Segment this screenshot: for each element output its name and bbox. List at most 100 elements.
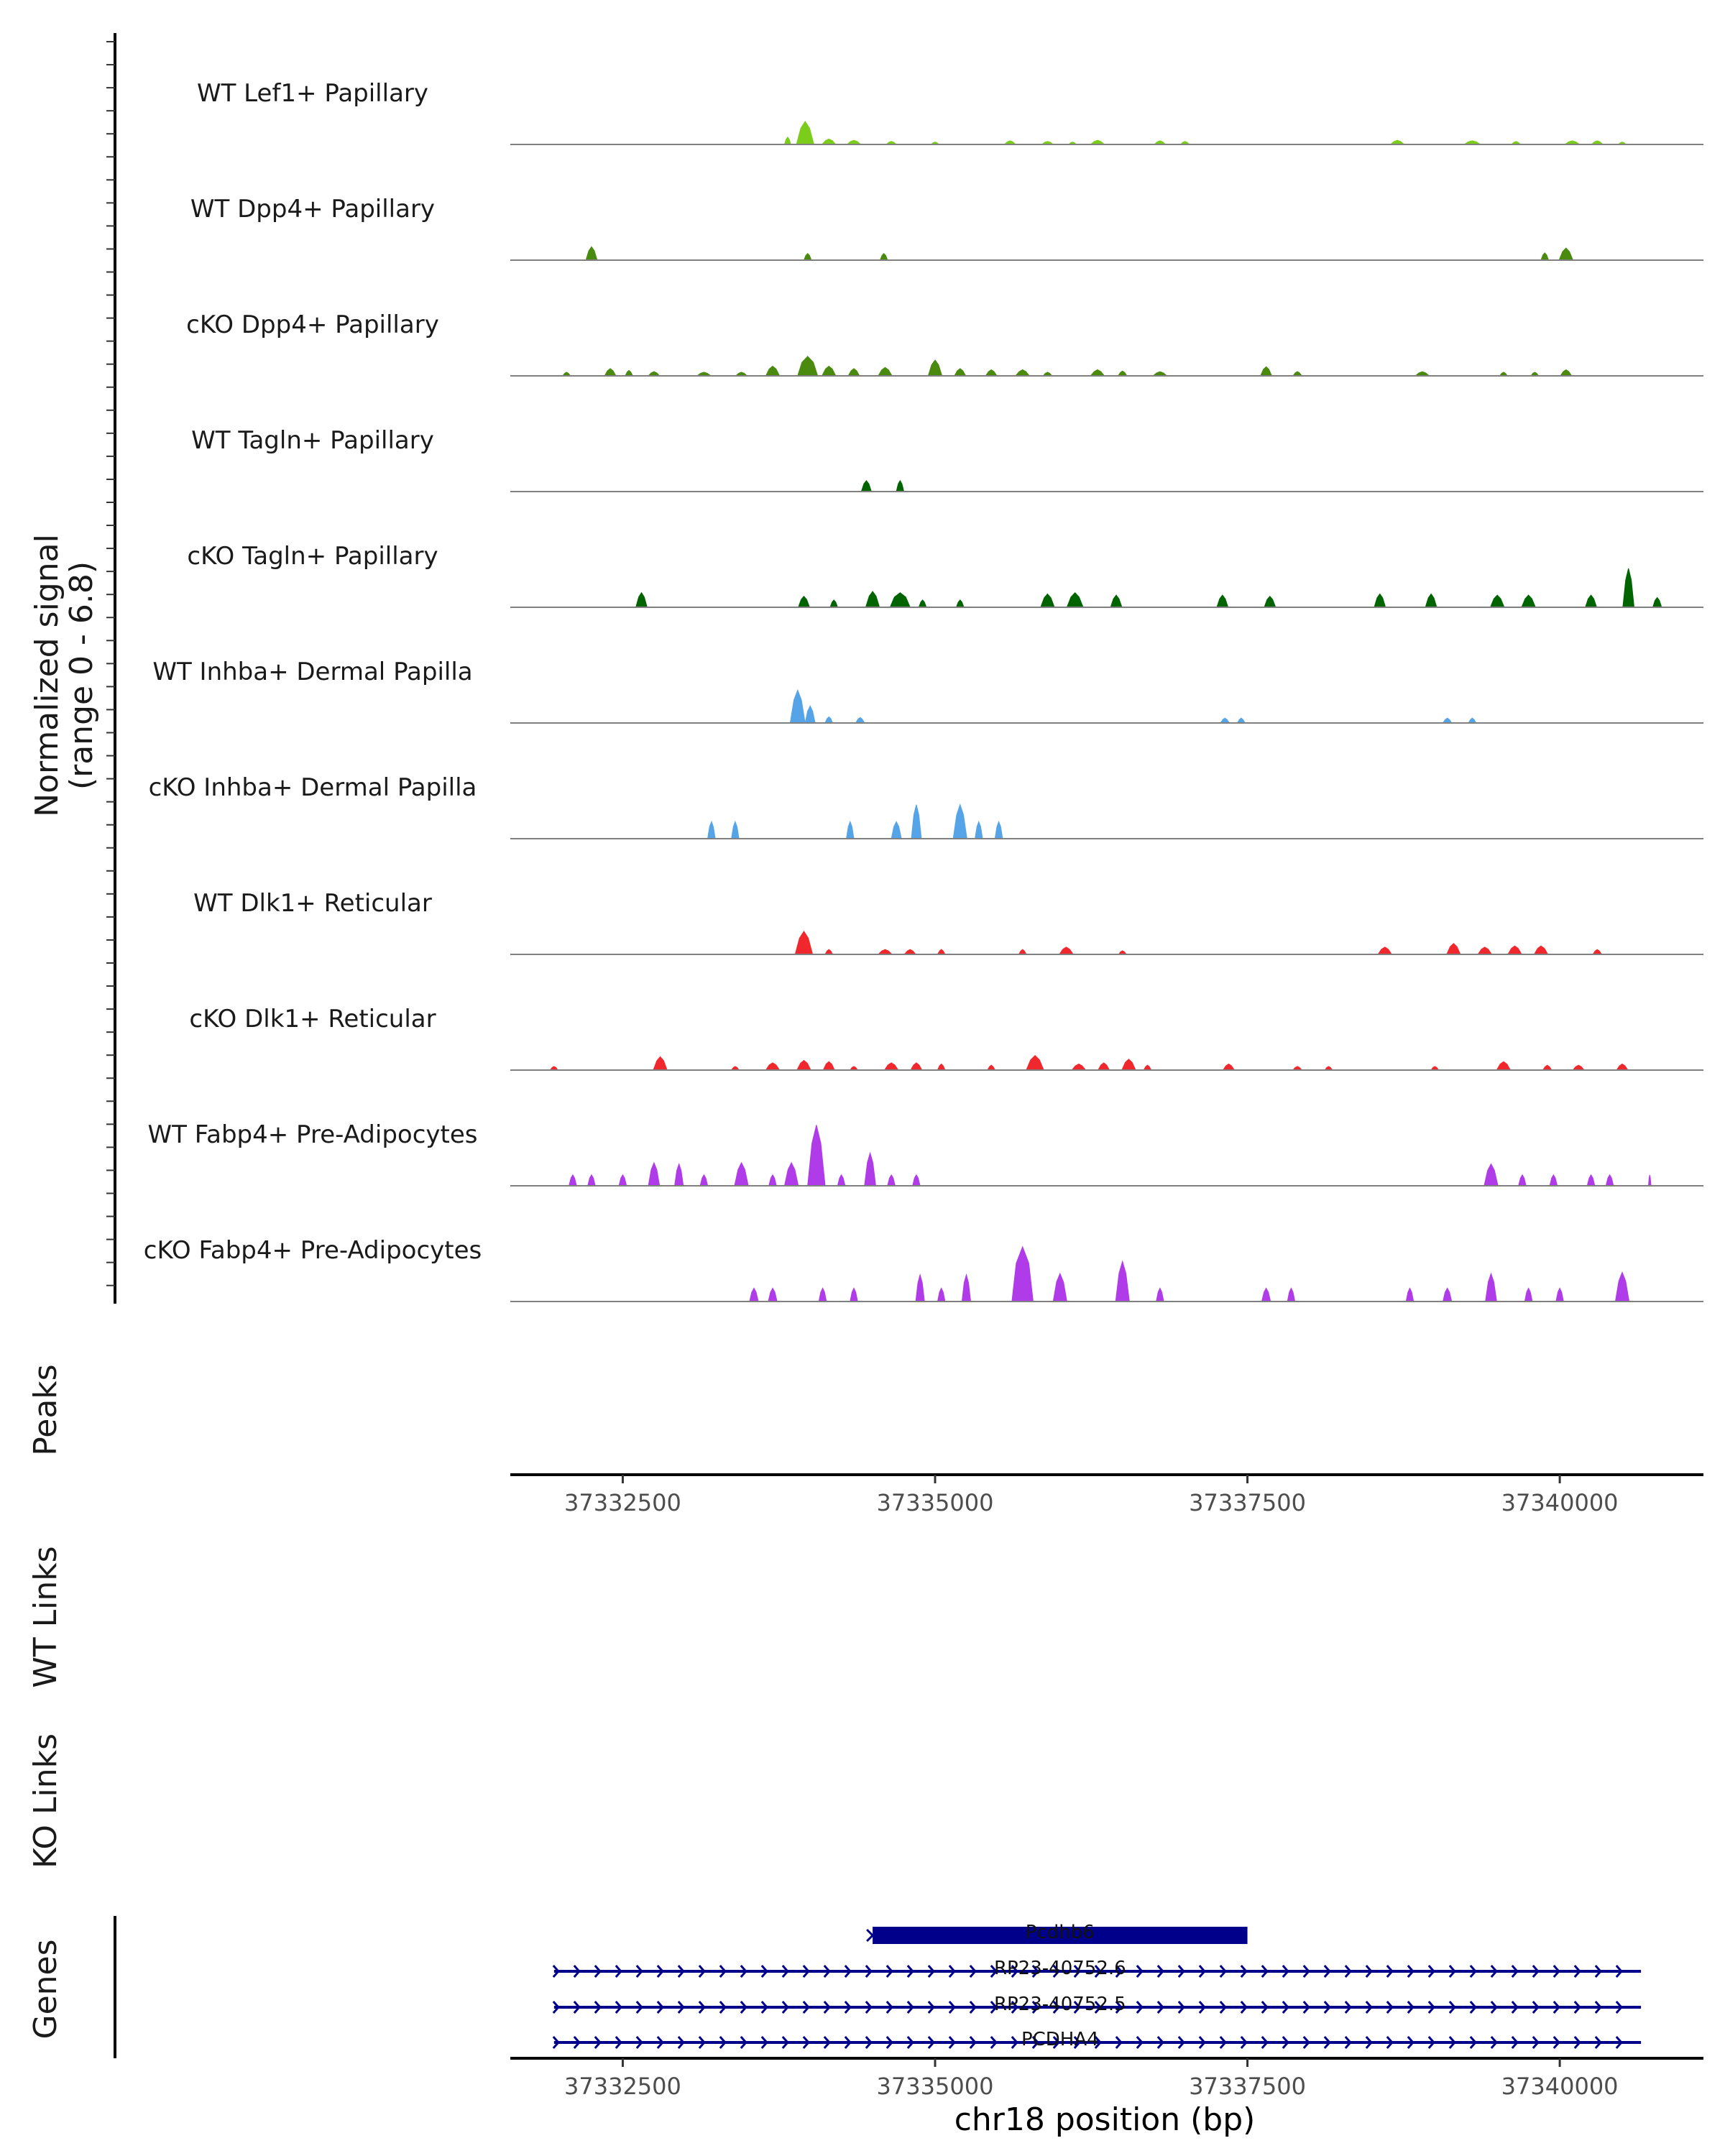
strand-arrow — [635, 2036, 643, 2049]
strand-arrow — [969, 2036, 977, 2049]
strand-arrow — [1407, 2001, 1414, 2014]
coverage-peak — [824, 716, 834, 724]
strand-arrow — [1240, 2001, 1248, 2014]
strand-arrow — [677, 2036, 685, 2049]
coverage-peak — [783, 1161, 799, 1187]
strand-arrow — [1115, 2001, 1123, 2014]
strand-arrow — [1177, 2036, 1185, 2049]
strand-arrow — [1407, 2036, 1414, 2049]
strand-arrow — [594, 1965, 602, 1978]
coverage-peak — [653, 1056, 668, 1071]
coverage-peak — [847, 368, 860, 377]
coverage-peak — [837, 1174, 846, 1187]
coverage-peak — [1442, 1287, 1453, 1302]
strand-arrow — [719, 1965, 727, 1978]
strand-arrow — [1532, 2001, 1540, 2014]
track-9: cKO Dlk1+ Reticular — [189, 1005, 1703, 1071]
strand-arrow — [969, 1965, 977, 1978]
coverage-peak — [796, 120, 815, 145]
strand-arrow — [1615, 2001, 1623, 2014]
coverage-peak — [918, 599, 927, 608]
ko-links-label: KO Links — [27, 1733, 64, 1869]
coverage-peak — [915, 1273, 925, 1302]
coverage-peak — [1287, 1287, 1296, 1302]
strand-arrow — [844, 2001, 852, 2014]
strand-arrow — [1073, 1965, 1081, 1978]
track-label: cKO Dlk1+ Reticular — [189, 1005, 436, 1033]
coverage-peak — [1549, 1174, 1558, 1187]
track-label: WT Lef1+ Papillary — [197, 79, 428, 108]
coverage-peak — [789, 688, 806, 724]
coverage-peak — [804, 705, 816, 724]
coverage-peak — [797, 356, 819, 377]
strand-arrow — [1115, 2036, 1123, 2049]
genes-label: Genes — [27, 1939, 64, 2039]
coverage-peak — [994, 820, 1003, 839]
strand-arrow — [1031, 2001, 1039, 2014]
x-axis-title: chr18 position (bp) — [954, 2101, 1256, 2138]
strand-arrow — [1156, 2036, 1164, 2049]
strand-arrow — [552, 2036, 560, 2049]
coverage-peak — [768, 1287, 778, 1302]
coverage-peak — [1026, 1054, 1044, 1071]
coverage-peak — [883, 1062, 899, 1071]
strand-arrow — [1261, 2036, 1269, 2049]
strand-arrow — [573, 2001, 581, 2014]
strand-arrow — [802, 2001, 810, 2014]
strand-arrow — [1386, 2036, 1394, 2049]
strand-arrow — [1011, 2036, 1018, 2049]
strand-arrow — [1615, 1965, 1623, 1978]
coverage-peak — [635, 591, 648, 608]
coverage-peak — [783, 137, 791, 145]
track-label: cKO Fabp4+ Pre-Adipocytes — [144, 1236, 482, 1265]
coverage-peak — [985, 369, 998, 377]
strand-arrow — [615, 2001, 622, 2014]
strand-arrow — [990, 2001, 998, 2014]
coverage-peak — [765, 1062, 781, 1071]
coverage-peak — [1071, 1063, 1087, 1071]
strand-arrow — [866, 1928, 875, 1943]
strand-arrow — [1573, 2001, 1581, 2014]
strand-arrow — [698, 2036, 706, 2049]
coverage-peak — [796, 1059, 811, 1071]
strand-arrow — [1219, 1965, 1227, 1978]
x-tick-label: 37332500 — [564, 2073, 681, 2100]
gene-name: Pcdhb6 — [1026, 1922, 1095, 1943]
track-1: WT Lef1+ Papillary — [197, 79, 1703, 145]
coverage-peak — [618, 1174, 627, 1187]
coverage-peak — [912, 1174, 921, 1187]
strand-arrow — [802, 2036, 810, 2049]
gene-name: PCDHA4 — [1021, 2029, 1099, 2050]
strand-arrow — [1511, 2036, 1519, 2049]
strand-arrow — [844, 1965, 852, 1978]
coverage-peak — [1572, 1064, 1586, 1071]
strand-arrow — [969, 2001, 977, 2014]
coverage-peak — [604, 368, 617, 377]
coverage-peak — [803, 252, 812, 261]
coverage-peak — [765, 365, 781, 377]
coverage-peak — [961, 1273, 972, 1302]
coverage-y-title: Normalized signal — [29, 534, 65, 817]
coverage-tracks: WT Lef1+ Papillary WT Dpp4+ Papillary cKO … — [144, 79, 1703, 1302]
coverage-peak — [829, 599, 839, 608]
strand-arrow — [1344, 1965, 1352, 1978]
strand-arrow — [886, 2001, 893, 2014]
strand-arrow — [656, 1965, 664, 1978]
coverage-peak — [1121, 1059, 1136, 1071]
coverage-peak — [1496, 1061, 1512, 1071]
coverage-peak — [1264, 596, 1276, 608]
gene-1: Pcdhb6 — [866, 1922, 1248, 1944]
strand-arrow — [1031, 1965, 1039, 1978]
coverage-peak — [1477, 946, 1493, 955]
gene-2: RP23-40752.6 — [552, 1958, 1642, 1979]
coverage-peak — [707, 820, 716, 839]
strand-arrow — [1052, 2001, 1060, 2014]
strand-arrow — [1198, 2036, 1206, 2049]
strand-arrow — [865, 2001, 873, 2014]
strand-arrow — [1532, 1965, 1540, 1978]
coverage-peak — [818, 1287, 827, 1302]
coverage-peak — [877, 949, 893, 955]
track-3: cKO Dpp4+ Papillary — [186, 310, 1703, 377]
coverage-peak — [896, 479, 905, 492]
